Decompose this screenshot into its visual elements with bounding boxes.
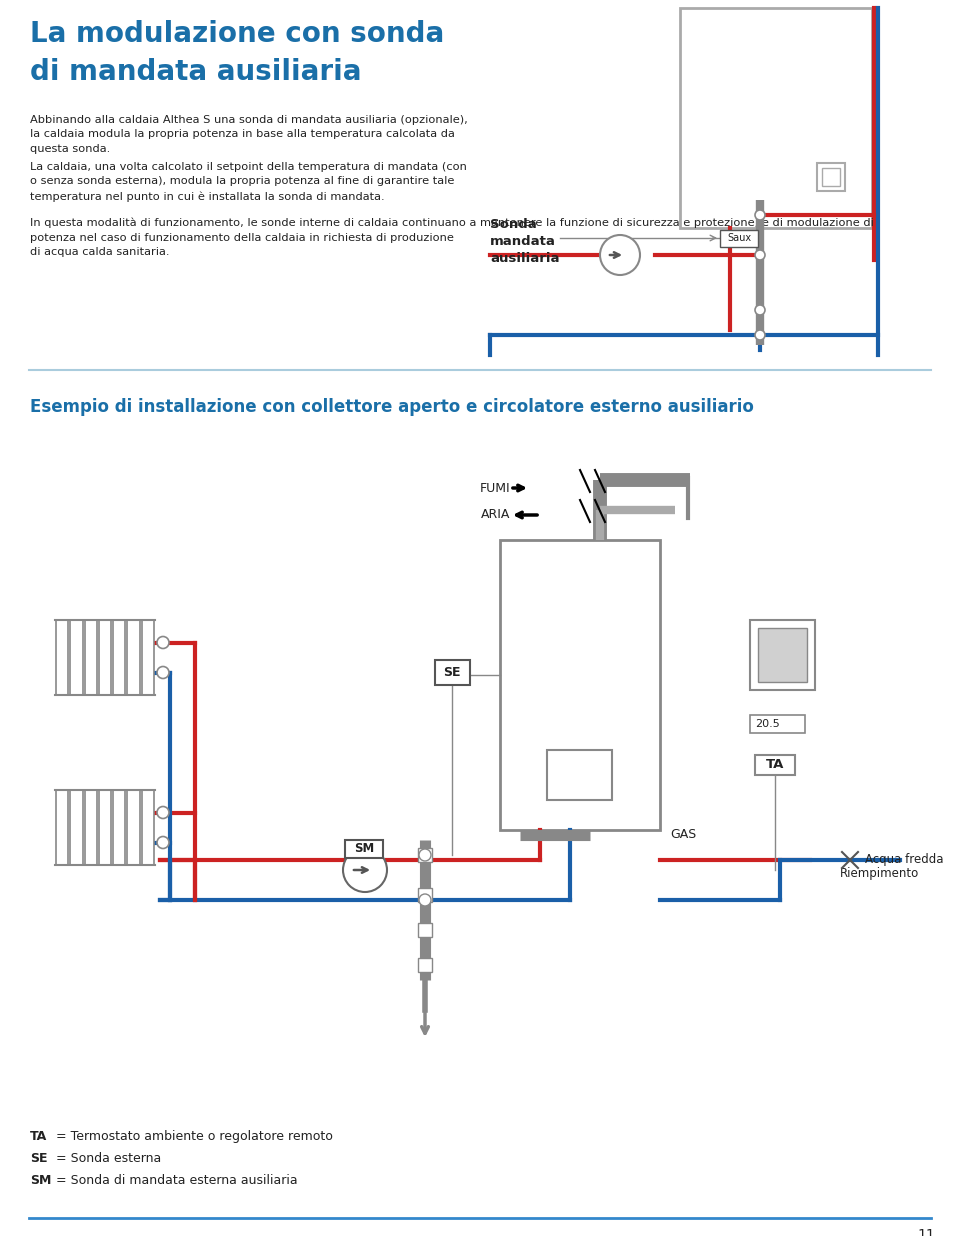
Text: di mandata ausiliaria: di mandata ausiliaria [30,58,362,87]
Circle shape [157,666,169,679]
Bar [84,620,97,695]
Text: = Sonda esterna: = Sonda esterna [52,1152,161,1166]
Text: Saux: Saux [727,234,751,243]
Text: SE: SE [30,1152,47,1166]
Circle shape [157,837,169,848]
Text: = Sonda di mandata esterna ausiliaria: = Sonda di mandata esterna ausiliaria [52,1174,298,1187]
Bar [500,540,660,831]
Text: Esempio di installazione con collettore aperto e circolatore esterno ausiliario: Esempio di installazione con collettore … [30,398,754,417]
Bar [750,714,805,733]
Bar [822,168,840,185]
Text: = Termostato ambiente o regolatore remoto: = Termostato ambiente o regolatore remot… [52,1130,333,1143]
Text: SM: SM [30,1174,52,1187]
Bar [750,620,815,690]
Circle shape [755,250,765,260]
Text: TA: TA [30,1130,47,1143]
Bar [755,755,795,775]
Text: La modulazione con sonda: La modulazione con sonda [30,20,444,48]
Bar [142,790,154,865]
Bar [70,620,83,695]
Bar [99,620,111,695]
Bar [418,958,432,971]
Text: Riempimento: Riempimento [840,866,920,880]
Circle shape [755,330,765,340]
Circle shape [755,210,765,220]
Bar [547,750,612,800]
Text: SM: SM [354,843,374,855]
Circle shape [419,849,431,861]
Bar [418,887,432,902]
Text: ARIA: ARIA [481,508,510,522]
Bar [720,230,758,246]
Circle shape [755,305,765,315]
Text: Sonda
mandata
ausiliaria: Sonda mandata ausiliaria [490,218,560,265]
Text: Acqua fredda: Acqua fredda [865,854,944,866]
Bar [758,628,807,682]
Bar [56,620,68,695]
Text: 11: 11 [917,1229,935,1236]
Bar [418,923,432,937]
Circle shape [600,235,640,274]
Bar [345,840,383,858]
Text: SE: SE [444,665,461,679]
Circle shape [343,848,387,892]
Bar [99,790,111,865]
Circle shape [419,894,431,906]
Circle shape [157,807,169,818]
Bar [680,7,872,227]
Bar [128,790,140,865]
Bar [142,620,154,695]
Bar [418,848,432,861]
Text: TA: TA [766,759,784,771]
Bar [70,790,83,865]
Bar [817,163,845,192]
Bar [84,790,97,865]
Text: In questa modalità di funzionamento, le sonde interne di caldaia continuano a ma: In questa modalità di funzionamento, le … [30,218,874,257]
Text: 20.5: 20.5 [755,719,780,729]
Bar [113,620,126,695]
Text: GAS: GAS [670,828,696,842]
Bar [435,660,470,685]
Text: La caldaia, una volta calcolato il setpoint della temperatura di mandata (con
o : La caldaia, una volta calcolato il setpo… [30,162,467,201]
Circle shape [157,637,169,649]
Text: Abbinando alla caldaia Althea S una sonda di mandata ausiliaria (opzionale),
la : Abbinando alla caldaia Althea S una sond… [30,115,468,153]
Bar [128,620,140,695]
Text: FUMI: FUMI [479,482,510,494]
Bar [56,790,68,865]
Bar [113,790,126,865]
